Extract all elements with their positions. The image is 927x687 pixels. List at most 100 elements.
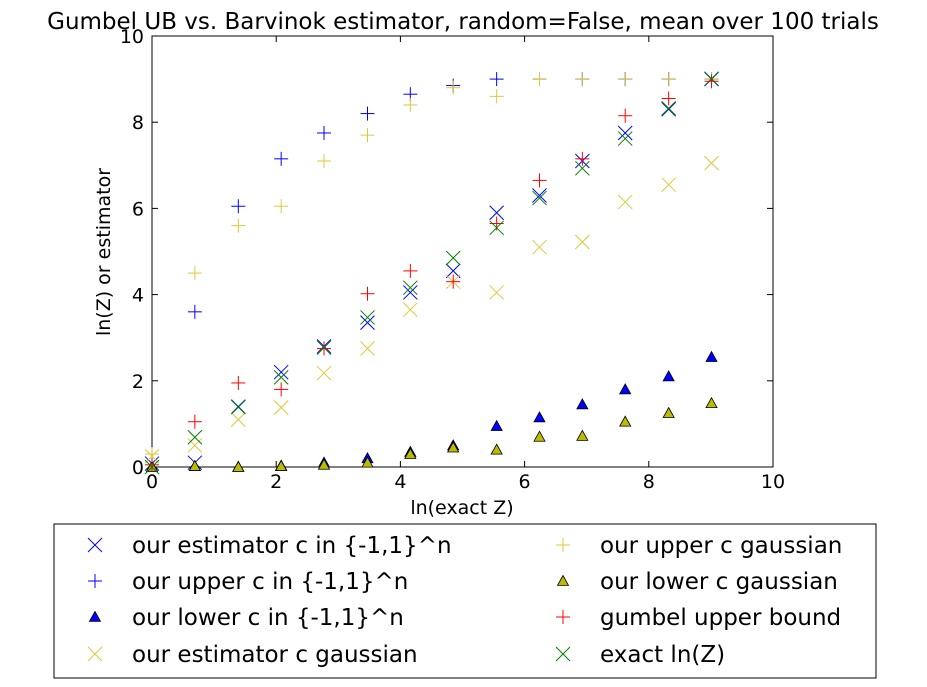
y-tick-label: 8	[132, 112, 144, 134]
x-tick-label: 10	[761, 471, 785, 493]
series-6	[145, 74, 719, 472]
data-point	[230, 399, 246, 415]
data-point	[446, 80, 461, 95]
data-point	[619, 415, 632, 427]
data-point	[446, 274, 461, 289]
series-7	[144, 71, 719, 475]
data-point	[617, 125, 633, 141]
data-point	[489, 285, 505, 300]
data-point	[402, 280, 418, 296]
legend-label: our estimator c gaussian	[132, 642, 418, 668]
legend-item: our estimator c gaussian	[87, 642, 418, 668]
data-point	[144, 459, 160, 475]
data-point	[274, 459, 288, 471]
data-point	[447, 441, 460, 453]
data-point	[662, 370, 675, 382]
legend-marker	[88, 610, 102, 622]
data-point	[317, 153, 332, 168]
legend-box	[53, 523, 877, 679]
y-tick-label: 6	[132, 198, 144, 220]
data-point	[187, 266, 202, 281]
legend-label: exact ln(Z)	[600, 642, 725, 668]
data-point	[145, 457, 159, 472]
legend-marker	[87, 646, 103, 662]
data-point	[187, 304, 202, 319]
data-point	[705, 350, 718, 362]
data-point	[274, 151, 289, 166]
data-point	[360, 310, 375, 325]
data-point	[574, 234, 590, 250]
data-point	[231, 375, 246, 390]
legend-marker	[556, 538, 570, 552]
data-point	[619, 383, 632, 395]
data-point	[231, 218, 246, 233]
data-point	[705, 396, 718, 409]
data-point	[661, 101, 677, 117]
data-point	[618, 108, 633, 123]
data-point	[704, 74, 719, 89]
legend-label: our upper c gaussian	[600, 533, 842, 559]
data-point	[704, 71, 719, 87]
data-point	[232, 460, 245, 472]
legend-item: our upper c gaussian	[556, 533, 842, 559]
data-point	[230, 412, 246, 427]
legend-label: our lower c gaussian	[600, 569, 838, 595]
data-point	[661, 72, 676, 87]
series-3	[144, 155, 719, 464]
data-point	[575, 151, 590, 166]
data-point	[574, 160, 590, 176]
data-point	[489, 72, 504, 87]
data-point	[402, 302, 418, 318]
x-tick-label: 8	[643, 471, 655, 493]
data-point	[274, 199, 289, 214]
data-point	[532, 239, 547, 255]
y-tick-label: 4	[132, 285, 144, 307]
x-tick-label: 2	[270, 471, 282, 493]
data-point	[662, 406, 675, 418]
legend-item: exact ln(Z)	[555, 642, 725, 668]
data-point	[445, 263, 461, 279]
data-point	[489, 220, 505, 236]
data-point	[402, 285, 418, 300]
legend-item: our lower c gaussian	[556, 569, 838, 595]
data-point	[617, 131, 633, 146]
legend-marker	[87, 537, 103, 553]
data-points	[144, 71, 719, 475]
data-point	[489, 205, 505, 221]
legend-marker	[556, 610, 570, 624]
data-point	[316, 365, 332, 381]
data-point	[532, 188, 547, 203]
data-point	[533, 411, 546, 423]
data-point	[490, 419, 503, 431]
data-point	[404, 447, 417, 459]
data-point	[360, 315, 375, 330]
data-point	[231, 199, 246, 214]
data-point	[661, 101, 677, 116]
x-tick-label: 4	[394, 471, 406, 493]
plot-area	[151, 35, 774, 468]
data-point	[403, 97, 418, 112]
data-point	[317, 341, 332, 356]
data-point	[316, 340, 332, 355]
data-point	[617, 194, 633, 210]
data-point	[360, 341, 375, 356]
data-point	[661, 177, 677, 193]
data-point	[532, 72, 547, 87]
x-tick-label: 6	[519, 471, 531, 493]
legend-label: gumbel upper bound	[600, 605, 841, 631]
legend-label: our lower c in {-1,1}^n	[132, 605, 404, 631]
data-point	[273, 364, 289, 380]
data-point	[317, 458, 331, 470]
y-tick-label: 10	[120, 26, 144, 48]
legend-marker	[88, 574, 102, 588]
data-point	[360, 128, 375, 143]
legend-item: gumbel upper bound	[556, 605, 841, 631]
legend-marker	[556, 574, 570, 586]
chart-title: Gumbel UB vs. Barvinok estimator, random…	[47, 9, 879, 35]
data-point	[576, 398, 589, 410]
data-point	[490, 443, 503, 455]
y-tick-label: 2	[132, 371, 144, 393]
data-point	[187, 414, 202, 429]
legend: our estimator c in {-1,1}^n our upper c i…	[87, 533, 842, 668]
axis-ticks: 0 2 4 6 8 10 0 2 4 6 8 10	[120, 26, 785, 493]
